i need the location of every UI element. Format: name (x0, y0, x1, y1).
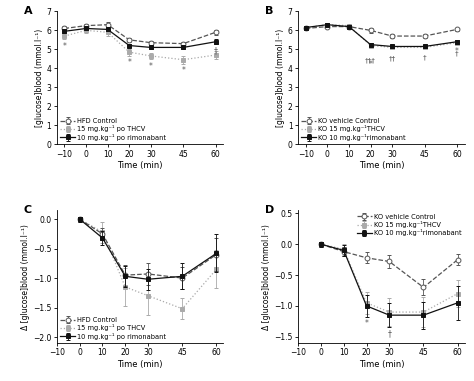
X-axis label: Time (min): Time (min) (358, 161, 404, 170)
Legend: KO vehicle Control, KO 15 mg.kg⁻¹THCV, KO 10 mg.kg⁻¹rimonabant: KO vehicle Control, KO 15 mg.kg⁻¹THCV, K… (299, 115, 409, 143)
Y-axis label: Δ [glucose]blood (mmol.l⁻¹): Δ [glucose]blood (mmol.l⁻¹) (21, 224, 30, 330)
Y-axis label: [glucose]blood (mmol.l⁻¹): [glucose]blood (mmol.l⁻¹) (35, 29, 44, 127)
Y-axis label: Δ [glucose]blood (mmol.l⁻¹): Δ [glucose]blood (mmol.l⁻¹) (262, 224, 271, 330)
Text: A: A (24, 6, 32, 16)
Text: B: B (265, 6, 273, 16)
Text: *: * (365, 319, 368, 328)
Text: †: † (455, 51, 459, 57)
Text: D: D (265, 205, 274, 215)
Legend: KO vehicle Control, KO 15 mg.kg⁻¹THCV, KO 10 mg.kg⁻¹rimonabant: KO vehicle Control, KO 15 mg.kg⁻¹THCV, K… (354, 211, 464, 239)
Legend: HFD Control, 15 mg.kg⁻¹ po THCV, 10 mg.kg⁻¹ po rimonabant: HFD Control, 15 mg.kg⁻¹ po THCV, 10 mg.k… (57, 314, 169, 342)
Text: †: † (387, 329, 391, 338)
Text: *: * (455, 47, 459, 56)
Text: *: * (128, 58, 131, 67)
Legend: HFD Control, 15 mg.kg⁻¹ po THCV, 10 mg.kg⁻¹ po rimonabant: HFD Control, 15 mg.kg⁻¹ po THCV, 10 mg.k… (57, 115, 169, 143)
Y-axis label: [glucose]blood (mmol.l⁻¹): [glucose]blood (mmol.l⁻¹) (276, 29, 285, 127)
Text: *: * (63, 42, 66, 51)
Text: ††: †† (389, 56, 396, 62)
X-axis label: Time (min): Time (min) (118, 360, 163, 369)
X-axis label: Time (min): Time (min) (118, 161, 163, 170)
Text: *: * (369, 60, 373, 69)
Text: C: C (24, 205, 32, 215)
Text: †: † (214, 46, 218, 56)
X-axis label: Time (min): Time (min) (358, 360, 404, 369)
Text: †: † (423, 54, 426, 60)
Text: *: * (182, 66, 185, 75)
Text: *: * (149, 62, 153, 71)
Text: †††: ††† (365, 57, 376, 63)
